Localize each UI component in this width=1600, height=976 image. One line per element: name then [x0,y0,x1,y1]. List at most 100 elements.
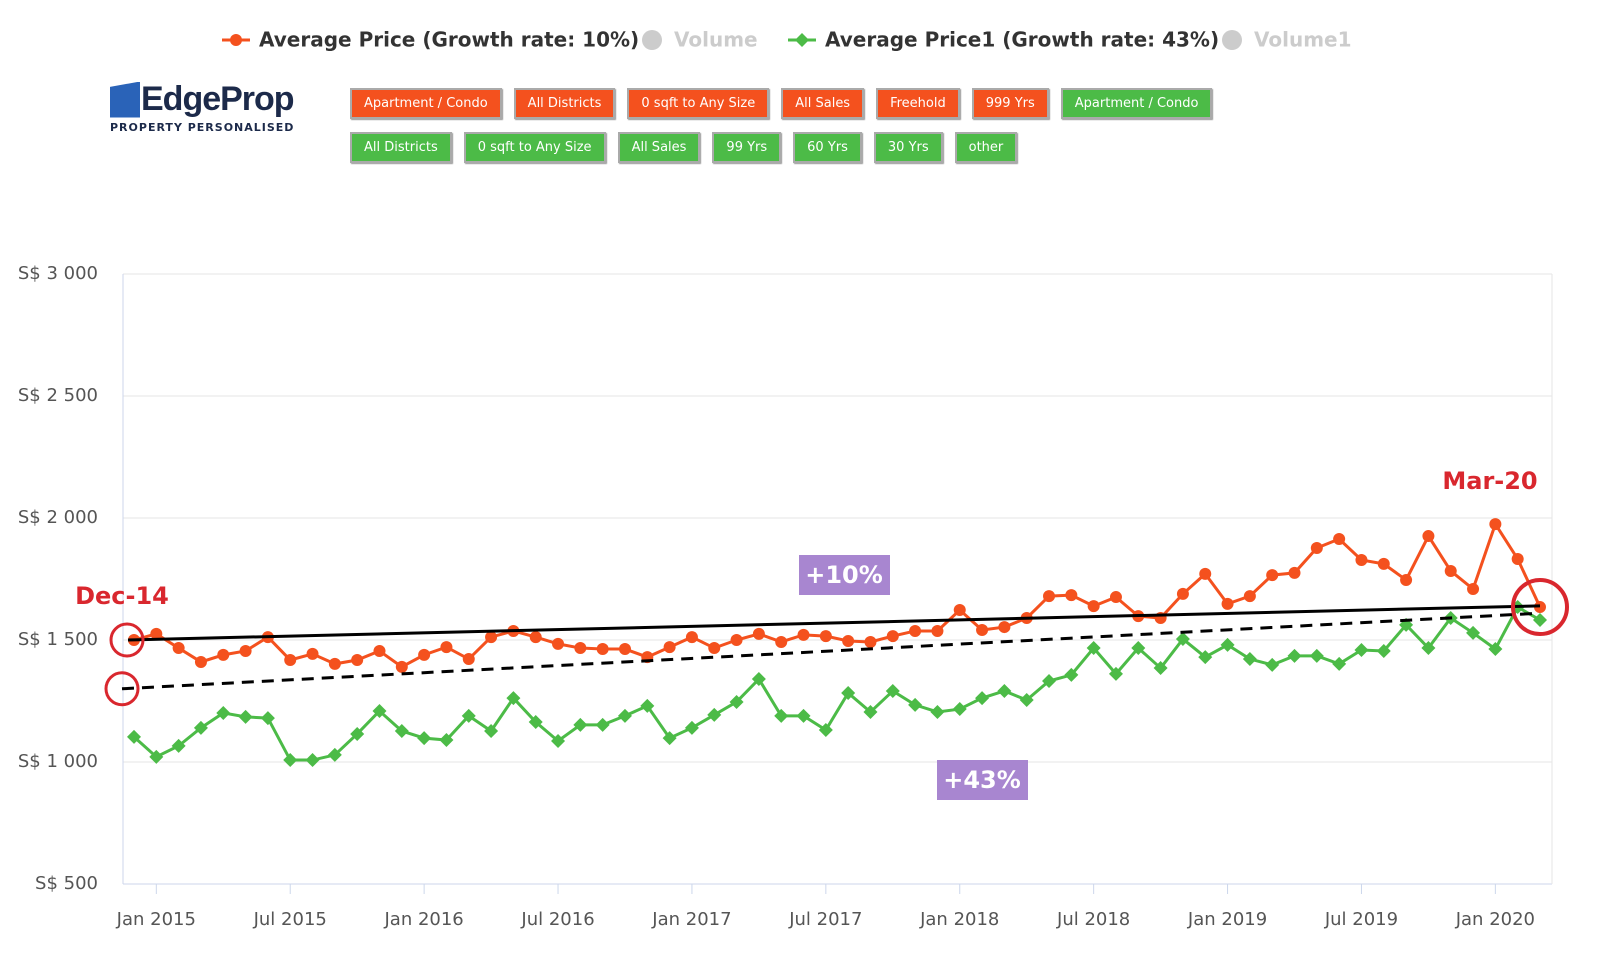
filter-button[interactable]: 0 sqft to Any Size [627,88,770,119]
point [617,708,632,723]
highlight [1511,578,1569,637]
legend-label: Volume [674,28,758,52]
filter-button[interactable]: other [954,132,1018,163]
x-tick-label: Jan 2017 [651,909,731,930]
filter-button[interactable]: Freehold [876,88,960,119]
filter-button[interactable]: 0 sqft to Any Size [463,132,606,163]
point [997,683,1012,698]
x-tick-label: Jan 2015 [116,909,196,930]
point [618,643,631,656]
point [596,643,609,656]
point [708,642,721,655]
filter-button[interactable]: All Districts [513,88,616,119]
point [551,734,566,749]
x-tick-label: Jul 2016 [520,909,594,930]
trend-line [121,611,1541,691]
point [864,635,877,648]
point [1243,590,1256,603]
point [1354,643,1369,658]
x-tick-label: Jul 2015 [253,909,327,930]
point [952,702,967,717]
point [506,691,521,706]
point [1153,661,1168,676]
x-tick-label: Jul 2018 [1056,909,1130,930]
point [529,631,542,644]
point [1019,693,1034,708]
point [216,705,231,720]
point [1131,641,1146,656]
point [552,637,565,650]
point [819,630,832,643]
point [351,654,364,667]
point [1175,632,1190,647]
point [573,717,588,732]
filter-row: Apartment / Condo All Districts 0 sqft to … [350,88,1213,119]
point [818,723,833,738]
point [217,648,230,661]
x-tick-label: Jan 2019 [1187,909,1267,930]
point [1377,557,1390,570]
annotation: +10% [805,561,883,589]
point [1421,641,1436,656]
y-tick-label: S$ 1 500 [18,629,98,650]
point [1043,590,1056,603]
point [1065,589,1078,602]
logo-text: EdgeProp [141,80,295,118]
point [1400,573,1413,586]
point [260,711,275,726]
point [239,644,252,657]
point [752,627,765,640]
point [194,655,207,668]
filter-button[interactable]: 60 Yrs [793,132,862,163]
point [372,704,387,719]
point [1199,567,1212,580]
legend-label: Average Price1 (Growth rate: 43%) [825,28,1219,52]
point [1489,518,1502,531]
y-tick-label: S$ 1 000 [18,751,98,772]
filter-button[interactable]: 30 Yrs [873,132,943,163]
y-tick-label: S$ 500 [35,873,98,894]
point [1087,600,1100,613]
legend-label: Volume1 [1254,28,1352,52]
point [1288,566,1301,579]
trend-line [127,604,1541,642]
x-tick-label: Jan 2020 [1455,909,1535,930]
filter-button[interactable]: All Sales [617,132,701,163]
x-tick-label: Jan 2016 [383,909,463,930]
point [1376,643,1391,658]
filter-button[interactable]: Apartment / Condo [1060,88,1213,119]
filter-button[interactable]: All Districts [350,132,452,163]
x-tick-label: Jan 2018 [919,909,999,930]
point [373,644,386,657]
point [909,624,922,637]
point [729,694,744,709]
point [797,628,810,641]
point [417,731,432,746]
annotation-box [799,555,890,595]
point [595,717,610,732]
point [1355,553,1368,566]
logo: EdgeProp PROPERTY PERSONALISED [110,80,295,134]
point [1444,564,1457,577]
point [1220,637,1235,652]
point [150,627,163,640]
point [953,603,966,616]
point [461,708,476,723]
legend-marker [642,30,662,50]
point [775,635,788,648]
point [1333,532,1346,545]
point [976,623,989,636]
logo-name: EdgeProp [110,80,295,119]
point [284,654,297,667]
point [528,714,543,729]
point [1198,650,1213,665]
filter-button[interactable]: 999 Yrs [971,88,1049,119]
point [171,738,186,753]
point [1533,612,1547,627]
point [127,729,141,744]
filter-button[interactable]: 99 Yrs [712,132,782,163]
filter-button[interactable]: All Sales [781,88,865,119]
point [1466,625,1481,640]
point [1109,591,1122,604]
filter-button[interactable]: Apartment / Condo [350,88,502,119]
